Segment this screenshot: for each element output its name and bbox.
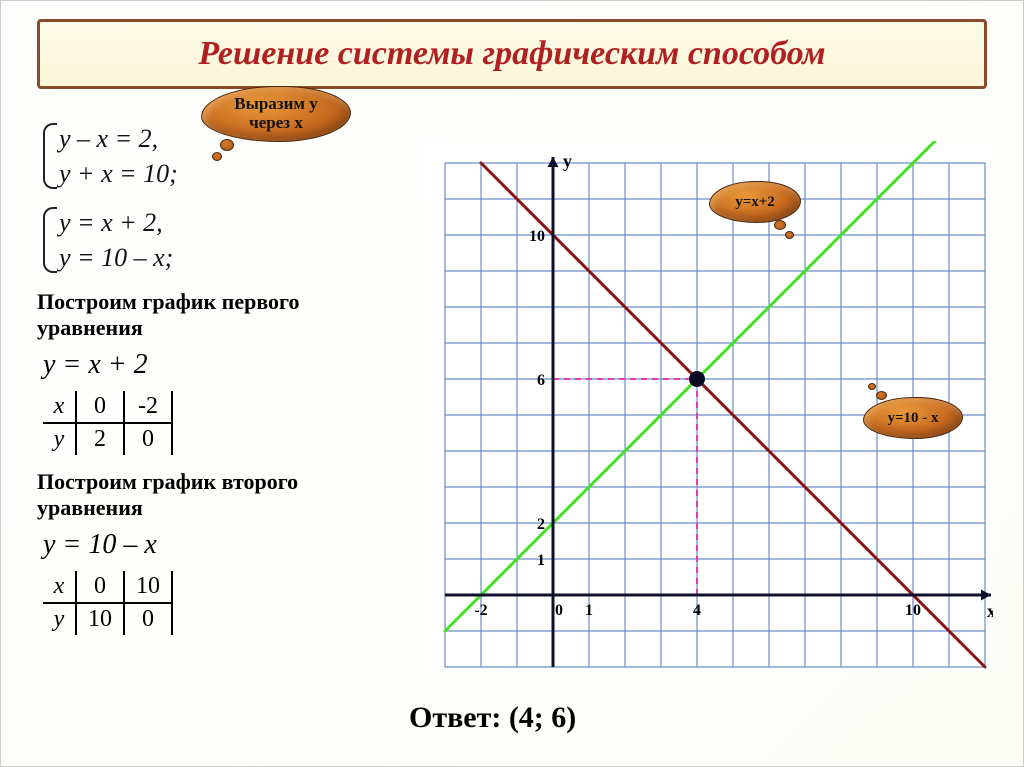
sys2-eq2: y = 10 – x;	[59, 240, 367, 275]
svg-text:y: y	[563, 151, 572, 171]
svg-text:4: 4	[693, 602, 701, 619]
sys1-eq2: y + x = 10;	[59, 156, 367, 191]
line2-equation: y = 10 – x	[43, 529, 367, 561]
svg-text:6: 6	[537, 372, 545, 389]
svg-text:1: 1	[537, 552, 545, 569]
cloud-line2: y=10 - x	[863, 397, 963, 439]
table-2: x 0 10 y 10 0	[43, 571, 367, 635]
t1-x0: 0	[77, 391, 125, 424]
t1-xlabel: x	[43, 391, 77, 424]
svg-text:1: 1	[585, 602, 593, 619]
svg-text:x: x	[987, 601, 993, 621]
t2-xlabel: x	[43, 571, 77, 604]
cloud-line1: y=x+2	[709, 181, 801, 223]
t1-ylabel: y	[43, 424, 77, 455]
original-system: y – x = 2, y + x = 10;	[37, 121, 367, 191]
t2-x0: 0	[77, 571, 125, 604]
heading-second-graph: Построим график второго уравнения	[37, 469, 367, 521]
t1-y0: 2	[77, 424, 125, 455]
transformed-system: y = x + 2, y = 10 – x;	[37, 205, 367, 275]
line1-equation: y = x + 2	[43, 349, 367, 381]
sys1-eq1: y – x = 2,	[59, 121, 367, 156]
left-column: y – x = 2, y + x = 10; y = x + 2, y = 10…	[37, 121, 367, 641]
t2-x1: 10	[125, 571, 173, 604]
page-title: Решение системы графическим способом	[198, 35, 825, 73]
cloud-line1-text: y=x+2	[735, 194, 775, 211]
title-banner: Решение системы графическим способом	[37, 19, 987, 89]
t2-y0: 10	[77, 604, 125, 635]
svg-text:2: 2	[537, 516, 545, 533]
heading-first-graph: Построим график первого уравнения	[37, 289, 367, 341]
svg-text:0: 0	[555, 602, 563, 619]
svg-text:10: 10	[529, 228, 545, 245]
t1-y1: 0	[125, 424, 173, 455]
sys2-eq1: y = x + 2,	[59, 205, 367, 240]
chart-area: x y -2 0 1 4 10 1 2 6 10 y=x+2 y=10 - x	[423, 141, 993, 671]
svg-text:-2: -2	[474, 602, 487, 619]
table-1: x 0 -2 y 2 0	[43, 391, 367, 455]
t2-y1: 0	[125, 604, 173, 635]
t1-x1: -2	[125, 391, 173, 424]
answer-text: Ответ: (4; 6)	[409, 701, 576, 735]
cloud-line2-text: y=10 - x	[887, 410, 938, 427]
svg-text:10: 10	[905, 602, 921, 619]
t2-ylabel: y	[43, 604, 77, 635]
